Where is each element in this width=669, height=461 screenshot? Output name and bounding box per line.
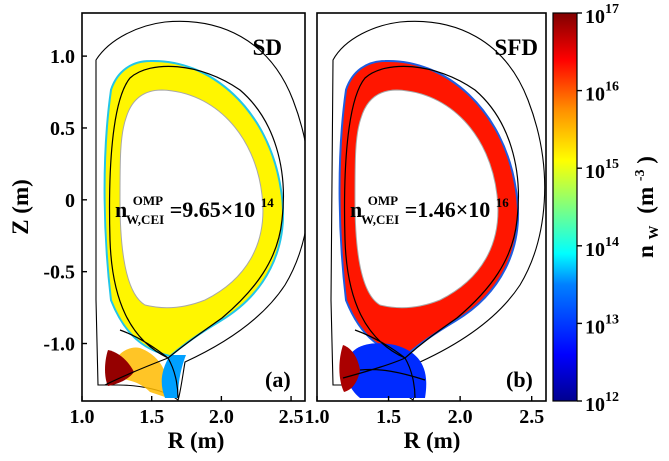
panel-a-private-flux [105,350,134,386]
colorbar-label-unit-close: ) [633,156,658,164]
panel-a-plasma-ring [105,61,283,356]
colorbar-tick-label-4: 1013 [585,312,619,338]
panel-a-xticks: 1.0 1.5 2.0 2.5 [70,396,304,428]
colorbar-gradient [552,12,578,402]
panel-b-wall-outline [330,20,546,401]
panel-b-plot [330,20,546,401]
panel-b: SFD (b) n OMP W,CEI =1.46×10 16 1.0 1.5 2.… [305,12,547,428]
panel-b-label: (b) [506,367,533,392]
colorbar-tick-label-2: 1015 [585,157,619,183]
colorbar-label-unit-exp: -3 [633,169,648,181]
panel-a-label: (a) [265,367,291,392]
x-axis-label-a: R (m) [168,428,225,453]
panel-b-title: SFD [495,35,538,60]
panel-b-xticks: 1.0 1.5 2.0 2.5 [305,396,544,428]
panel-b-anno-value: =1.46×10 [405,197,491,222]
panel-b-xtick-label-3: 2.5 [519,406,544,428]
panel-b-plasma-ring [340,61,518,356]
panel-a-xtick-label-2: 2.0 [209,406,234,428]
colorbar-label: n W (m -3 ) [624,156,663,258]
panel-b-private-flux [339,345,360,392]
panel-b-anno-symbol: n [350,197,362,222]
panel-a: SD (a) n OMP W,CEI =9.65×10 14 1.0 1.5 2.0… [43,12,306,428]
panel-a-anno-sup: OMP [133,193,163,208]
colorbar-tick-label-0: 1017 [585,2,619,28]
panel-b-xtick-label-0: 1.0 [305,406,330,428]
colorbar-tick-label-3: 1014 [585,235,619,261]
panel-a-anno-sub: W,CEI [126,212,164,227]
panel-a-separatrix [104,65,285,399]
colorbar-label-subscript: W [647,225,662,239]
ytick-label-0: 1.0 [50,46,75,68]
panel-b-core-hole [354,89,499,309]
panel-b-anno-exp: 16 [496,195,510,210]
colorbar: 1017 1016 1015 1014 1013 1012 n W (m -3 ) [552,2,663,416]
ytick-label-2: 0 [65,190,75,212]
panel-a-anno-value: =9.65×10 [170,197,256,222]
panel-a-plot [95,20,305,401]
panel-b-frame [316,12,547,402]
panel-a-xtick-label-3: 2.5 [279,406,304,428]
panel-a-xtick-label-1: 1.5 [139,406,164,428]
panel-a-title: SD [253,35,282,60]
colorbar-ticks: 1017 1016 1015 1014 1013 1012 [577,2,619,416]
ytick-label-4: -1.0 [43,334,75,356]
panel-b-separatrix [342,65,520,399]
panel-a-anno-symbol: n [115,197,127,222]
panel-b-xtick-label-2: 2.0 [448,406,473,428]
panel-a-wall-outline [95,20,305,401]
panel-a-annotation: n OMP W,CEI =9.65×10 14 [115,185,274,229]
colorbar-tick-label-5: 1012 [585,390,619,416]
panel-a-yticks: 1.0 0.5 0 -0.5 -1.0 [43,46,87,356]
panel-b-xtick-label-1: 1.5 [376,406,401,428]
colorbar-tick-label-1: 1016 [585,80,619,106]
panel-a-core-hole [119,89,264,309]
ytick-label-3: -0.5 [43,262,75,284]
panel-a-frame [81,12,306,402]
colorbar-label-symbol: n [633,245,658,258]
panel-a-outer-leg [161,355,186,398]
panel-a-anno-exp: 14 [261,195,275,210]
x-axis-label-b: R (m) [404,428,461,453]
panel-b-anno-sub: W,CEI [361,212,399,227]
colorbar-label-unit: (m [633,187,658,214]
ytick-label-1: 0.5 [50,118,75,140]
y-axis-label: Z (m) [8,179,33,235]
panel-a-xtick-label-0: 1.0 [70,406,95,428]
panel-b-anno-sup: OMP [368,193,398,208]
panel-b-annotation: n OMP W,CEI =1.46×10 16 [350,185,509,229]
